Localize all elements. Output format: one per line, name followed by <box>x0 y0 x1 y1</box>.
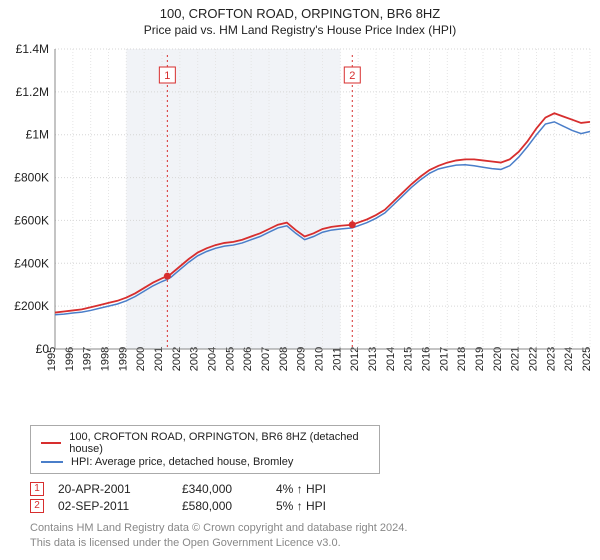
svg-text:1: 1 <box>164 70 170 82</box>
svg-text:2010: 2010 <box>314 347 326 371</box>
svg-text:2011: 2011 <box>331 347 343 371</box>
svg-text:2006: 2006 <box>242 347 254 371</box>
sale-point-price: £340,000 <box>182 482 262 496</box>
svg-text:2013: 2013 <box>367 347 379 371</box>
sale-points-list: 1 20-APR-2001 £340,000 4% ↑ HPI 2 02-SEP-2011… <box>30 482 600 513</box>
svg-text:2020: 2020 <box>492 347 504 371</box>
legend: 100, CROFTON ROAD, ORPINGTON, BR6 8HZ (d… <box>30 425 380 474</box>
svg-text:2016: 2016 <box>421 347 433 371</box>
legend-label: HPI: Average price, detached house, Brom… <box>71 456 293 468</box>
legend-swatch <box>41 442 61 444</box>
svg-text:1999: 1999 <box>117 347 129 371</box>
svg-text:£1.2M: £1.2M <box>16 85 49 99</box>
svg-text:2015: 2015 <box>403 347 415 371</box>
svg-text:£600K: £600K <box>14 213 49 227</box>
attribution-line: This data is licensed under the Open Gov… <box>30 536 600 551</box>
price-chart: £0£200K£400K£600K£800K£1M£1.2M£1.4M19951… <box>0 39 600 419</box>
svg-text:2001: 2001 <box>153 347 165 371</box>
svg-text:2003: 2003 <box>189 347 201 371</box>
svg-text:2017: 2017 <box>438 347 450 371</box>
svg-text:2: 2 <box>349 70 355 82</box>
svg-text:2024: 2024 <box>563 347 575 371</box>
sale-point-row: 2 02-SEP-2011 £580,000 5% ↑ HPI <box>30 499 600 513</box>
svg-text:1996: 1996 <box>64 347 76 371</box>
svg-text:£800K: £800K <box>14 171 49 185</box>
svg-text:1998: 1998 <box>100 347 112 371</box>
svg-text:2014: 2014 <box>385 347 397 371</box>
svg-text:2025: 2025 <box>581 347 593 371</box>
svg-text:2022: 2022 <box>528 347 540 371</box>
svg-text:2009: 2009 <box>296 347 308 371</box>
attribution-line: Contains HM Land Registry data © Crown c… <box>30 521 600 536</box>
svg-text:2023: 2023 <box>545 347 557 371</box>
sale-point-date: 02-SEP-2011 <box>58 499 168 513</box>
chart-svg: £0£200K£400K£600K£800K£1M£1.2M£1.4M19951… <box>0 39 600 419</box>
svg-text:1997: 1997 <box>82 347 94 371</box>
sale-point-marker: 1 <box>30 482 44 496</box>
svg-text:2021: 2021 <box>510 347 522 371</box>
page-subtitle: Price paid vs. HM Land Registry's House … <box>0 23 600 37</box>
svg-text:2012: 2012 <box>349 347 361 371</box>
sale-point-date: 20-APR-2001 <box>58 482 168 496</box>
legend-row: HPI: Average price, detached house, Brom… <box>41 456 369 468</box>
sale-point-hpi: 4% ↑ HPI <box>276 482 326 496</box>
svg-text:£400K: £400K <box>14 256 49 270</box>
svg-text:2005: 2005 <box>224 347 236 371</box>
legend-label: 100, CROFTON ROAD, ORPINGTON, BR6 8HZ (d… <box>69 431 369 455</box>
sale-point-hpi: 5% ↑ HPI <box>276 499 326 513</box>
legend-row: 100, CROFTON ROAD, ORPINGTON, BR6 8HZ (d… <box>41 431 369 455</box>
svg-text:2004: 2004 <box>207 347 219 371</box>
sale-point-row: 1 20-APR-2001 £340,000 4% ↑ HPI <box>30 482 600 496</box>
svg-text:2008: 2008 <box>278 347 290 371</box>
svg-text:2002: 2002 <box>171 347 183 371</box>
svg-text:£1.4M: £1.4M <box>16 42 49 56</box>
sale-point-marker: 2 <box>30 499 44 513</box>
legend-swatch <box>41 461 63 463</box>
page-title: 100, CROFTON ROAD, ORPINGTON, BR6 8HZ <box>0 6 600 21</box>
svg-text:£1M: £1M <box>26 128 49 142</box>
svg-text:2019: 2019 <box>474 347 486 371</box>
attribution: Contains HM Land Registry data © Crown c… <box>30 521 600 551</box>
svg-text:2007: 2007 <box>260 347 272 371</box>
svg-text:2018: 2018 <box>456 347 468 371</box>
svg-text:2000: 2000 <box>135 347 147 371</box>
svg-text:£200K: £200K <box>14 299 49 313</box>
svg-text:1995: 1995 <box>46 347 58 371</box>
sale-point-price: £580,000 <box>182 499 262 513</box>
